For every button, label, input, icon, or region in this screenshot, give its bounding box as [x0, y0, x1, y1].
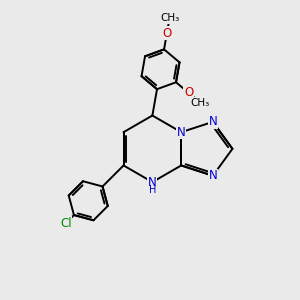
Text: O: O — [184, 86, 193, 99]
Text: N: N — [208, 116, 217, 128]
Text: O: O — [162, 27, 172, 40]
Text: CH₃: CH₃ — [191, 98, 210, 108]
Text: CH₃: CH₃ — [160, 13, 179, 23]
Text: H: H — [149, 185, 156, 195]
Text: N: N — [148, 176, 157, 189]
Text: N: N — [208, 169, 217, 182]
Text: Cl: Cl — [60, 217, 72, 230]
Text: N: N — [177, 126, 186, 139]
